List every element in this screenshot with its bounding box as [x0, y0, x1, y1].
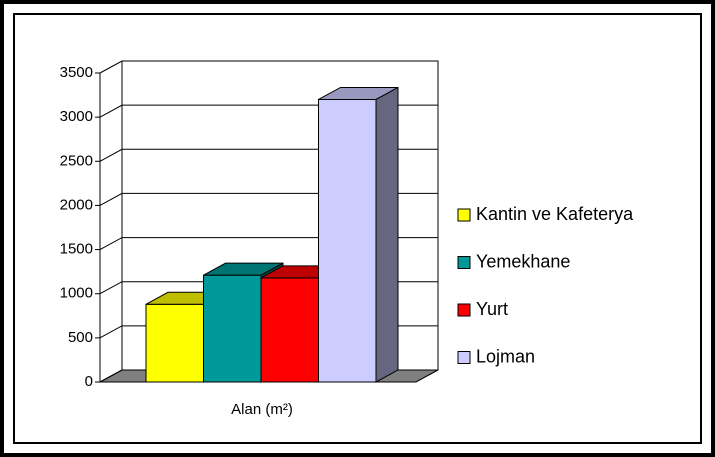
- y-tick-label: 2500: [60, 152, 93, 169]
- legend-swatch: [457, 303, 471, 317]
- legend-label: Yemekhane: [476, 251, 570, 271]
- legend-swatch: [457, 208, 471, 222]
- bar: [145, 303, 204, 383]
- y-tick-label: 500: [68, 329, 93, 346]
- legend-swatch: [457, 351, 471, 364]
- y-tick-label: 0: [85, 373, 93, 390]
- inner-frame: [13, 13, 702, 444]
- y-tick-label: 1500: [60, 241, 93, 258]
- x-tick-label: Alan (m²): [231, 401, 293, 418]
- legend-label: Lojman: [476, 346, 535, 366]
- legend-swatch: [457, 256, 471, 269]
- bar: [318, 98, 377, 383]
- bar-side: [375, 86, 399, 383]
- y-tick-label: 3500: [60, 64, 93, 81]
- y-tick-label: 1000: [60, 285, 93, 302]
- legend-label: Kantin ve Kafeterya: [476, 204, 634, 224]
- legend-label: Yurt: [476, 299, 508, 319]
- y-tick-label: 2000: [60, 196, 93, 213]
- bar: [260, 277, 319, 383]
- bar: [203, 274, 262, 383]
- y-tick-label: 3000: [60, 108, 93, 125]
